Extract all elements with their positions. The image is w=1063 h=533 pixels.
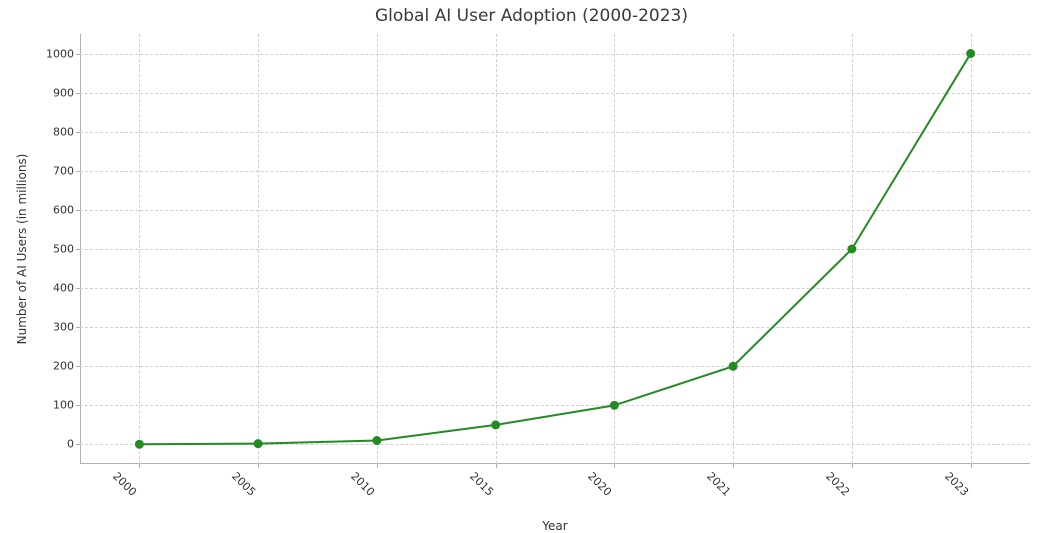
y-tick-label: 200	[53, 360, 80, 373]
x-tick-label: 2000	[111, 464, 146, 499]
series-line	[139, 54, 970, 445]
y-axis-label: Number of AI Users (in millions)	[15, 154, 29, 345]
x-tick-label: 2005	[229, 464, 264, 499]
plot-area: 0100200300400500600700800900100020002005…	[80, 34, 1030, 464]
x-tick-label: 2020	[586, 464, 621, 499]
x-tick-label: 2015	[467, 464, 502, 499]
series-marker	[966, 49, 975, 58]
x-tick-mark	[139, 464, 140, 468]
y-tick-label: 0	[67, 438, 80, 451]
x-tick-mark	[852, 464, 853, 468]
x-tick-label: 2023	[942, 464, 977, 499]
series-marker	[372, 436, 381, 445]
series-marker	[729, 362, 738, 371]
line-series	[80, 34, 1030, 464]
x-tick-mark	[258, 464, 259, 468]
y-tick-label: 500	[53, 243, 80, 256]
y-tick-label: 900	[53, 86, 80, 99]
x-tick-label: 2010	[348, 464, 383, 499]
y-tick-label: 1000	[46, 47, 80, 60]
x-tick-label: 2022	[823, 464, 858, 499]
x-tick-mark	[496, 464, 497, 468]
y-tick-label: 600	[53, 203, 80, 216]
x-tick-mark	[733, 464, 734, 468]
x-axis-label: Year	[80, 519, 1030, 533]
x-tick-mark	[614, 464, 615, 468]
y-tick-label: 100	[53, 399, 80, 412]
chart-title: Global AI User Adoption (2000-2023)	[0, 6, 1063, 26]
series-marker	[610, 401, 619, 410]
series-marker	[135, 440, 144, 449]
series-marker	[847, 245, 856, 254]
y-tick-label: 300	[53, 321, 80, 334]
x-tick-label: 2021	[704, 464, 739, 499]
x-tick-mark	[377, 464, 378, 468]
y-tick-label: 700	[53, 164, 80, 177]
y-tick-label: 400	[53, 282, 80, 295]
series-marker	[254, 439, 263, 448]
series-marker	[491, 420, 500, 429]
chart-container: Global AI User Adoption (2000-2023) 0100…	[0, 0, 1063, 529]
x-tick-mark	[971, 464, 972, 468]
y-tick-label: 800	[53, 125, 80, 138]
